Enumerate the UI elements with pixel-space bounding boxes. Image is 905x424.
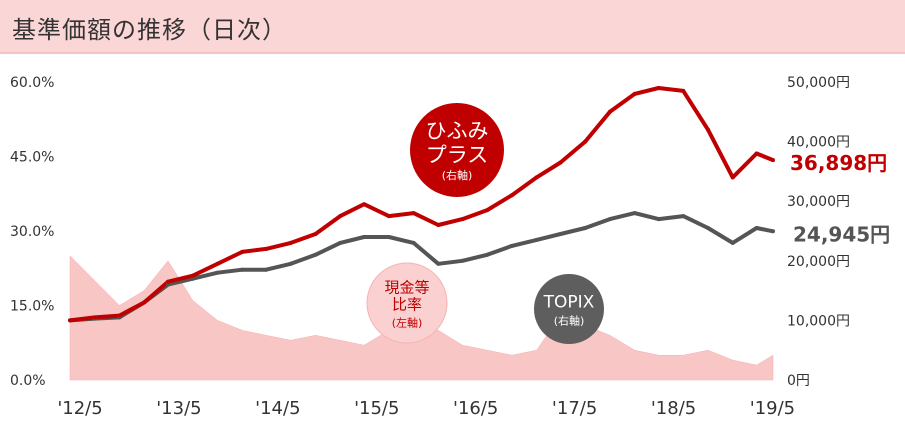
hifumi-plus-point bbox=[558, 160, 563, 165]
topix-point bbox=[190, 276, 195, 281]
hifumi-plus-point bbox=[583, 139, 588, 144]
y-left-tick-label: 0.0% bbox=[10, 373, 46, 389]
topix-point bbox=[264, 267, 269, 272]
x-tick-label: '16/5 bbox=[453, 398, 498, 419]
topix-point bbox=[681, 214, 686, 219]
y-left-tick-label: 15.0% bbox=[10, 299, 54, 315]
topix-point bbox=[730, 240, 735, 245]
x-tick-label: '15/5 bbox=[354, 398, 399, 419]
hifumi-plus-point bbox=[142, 300, 147, 305]
topix-point bbox=[386, 235, 391, 239]
hifumi-plus-point bbox=[607, 109, 612, 114]
topix-line bbox=[69, 211, 774, 323]
chart-header: 基準価額の推移（日次） bbox=[0, 0, 905, 54]
hifumi-plus-point bbox=[166, 279, 170, 284]
topix-point bbox=[509, 243, 514, 248]
topix-point bbox=[754, 226, 759, 230]
hifumi-plus-point bbox=[656, 86, 661, 90]
hifumi-plus-point bbox=[190, 273, 195, 278]
hifumi-plus-point bbox=[771, 158, 775, 163]
hifumi-plus-point bbox=[386, 214, 391, 219]
hifumi-plus-point bbox=[436, 223, 441, 227]
topix-point bbox=[771, 229, 775, 234]
y-right-tick-label: 40,000円 bbox=[787, 135, 850, 151]
topix-point bbox=[411, 240, 416, 245]
chart-title: 基準価額の推移（日次） bbox=[12, 16, 287, 44]
topix-point bbox=[607, 217, 612, 222]
topix-point bbox=[460, 258, 465, 263]
hifumi-plus-end-label: 36,898円 bbox=[790, 151, 887, 175]
topix-point bbox=[313, 252, 318, 257]
topix-bubble-label: TOPIX bbox=[543, 293, 595, 313]
topix-point bbox=[632, 211, 637, 216]
hifumi-plus-point bbox=[632, 91, 637, 96]
hifumi-plus-bubble-axis-note: (右軸) bbox=[442, 168, 473, 182]
hifumi-plus-bubble-label: ひふみ bbox=[426, 119, 489, 143]
hifumi-plus-point bbox=[288, 240, 293, 245]
hifumi-plus-point bbox=[68, 318, 72, 323]
hifumi-plus-point bbox=[313, 232, 318, 236]
y-right-tick-label: 20,000円 bbox=[787, 254, 850, 270]
topix-point bbox=[583, 226, 588, 230]
topix-point bbox=[534, 237, 539, 242]
topix-point bbox=[436, 261, 441, 266]
hifumi-plus-line bbox=[69, 86, 774, 323]
topix-end-label: 24,945円 bbox=[793, 222, 890, 246]
hifumi-plus-point bbox=[117, 313, 122, 318]
y-right-tick-label: 30,000円 bbox=[787, 194, 850, 210]
topix-bubble bbox=[534, 274, 604, 344]
y-left-tick-label: 45.0% bbox=[10, 150, 54, 166]
topix-bubble-axis-note: (右軸) bbox=[554, 314, 585, 328]
y-left-tick-label: 60.0% bbox=[10, 75, 54, 91]
hifumi-plus-point bbox=[338, 214, 343, 219]
x-tick-label: '19/5 bbox=[750, 398, 795, 419]
hifumi-plus-bubble-label: プラス bbox=[426, 143, 489, 167]
topix-point bbox=[656, 217, 661, 222]
hifumi-plus-point bbox=[509, 193, 514, 198]
hifumi-plus-point bbox=[411, 211, 416, 216]
topix-point bbox=[166, 282, 170, 287]
hifumi-plus-point bbox=[240, 249, 245, 254]
y-right-tick-label: 50,000円 bbox=[787, 75, 850, 91]
cash-ratio-bubble bbox=[366, 262, 448, 344]
cash-ratio-bubble-label: 比率 bbox=[392, 296, 422, 314]
topix-point bbox=[338, 240, 343, 245]
cash-ratio-bubble-axis-note: (左軸) bbox=[392, 316, 423, 330]
y-right-tick-label: 10,000円 bbox=[787, 313, 850, 329]
topix-point bbox=[288, 261, 293, 266]
topix-point bbox=[558, 232, 563, 236]
cash-ratio-area bbox=[69, 255, 774, 381]
hifumi-plus-point bbox=[681, 88, 686, 93]
topix-point bbox=[215, 270, 220, 275]
hifumi-plus-point bbox=[754, 151, 759, 156]
hifumi-plus-point bbox=[730, 175, 735, 180]
x-tick-label: '17/5 bbox=[552, 398, 597, 419]
cash-ratio-bubble-label: 現金等 bbox=[384, 278, 429, 296]
hifumi-plus-point bbox=[485, 208, 490, 213]
x-tick-label: '13/5 bbox=[156, 398, 201, 419]
y-left-tick-label: 30.0% bbox=[10, 224, 54, 240]
topix-point bbox=[485, 252, 490, 257]
y-right-tick-label: 0円 bbox=[787, 373, 810, 389]
hifumi-plus-bubble bbox=[410, 103, 504, 197]
topix-point bbox=[240, 267, 245, 272]
x-tick-label: '12/5 bbox=[57, 398, 102, 419]
x-tick-label: '18/5 bbox=[651, 398, 696, 419]
hifumi-plus-point bbox=[92, 315, 97, 320]
hifumi-plus-point bbox=[264, 246, 269, 251]
hifumi-plus-point bbox=[706, 127, 710, 132]
topix-point bbox=[706, 226, 710, 230]
hifumi-plus-point bbox=[362, 202, 367, 207]
hifumi-plus-point bbox=[534, 175, 539, 180]
hifumi-plus-point bbox=[460, 217, 465, 222]
hifumi-plus-point bbox=[215, 261, 220, 266]
topix-point bbox=[362, 235, 367, 239]
x-tick-label: '14/5 bbox=[255, 398, 300, 419]
